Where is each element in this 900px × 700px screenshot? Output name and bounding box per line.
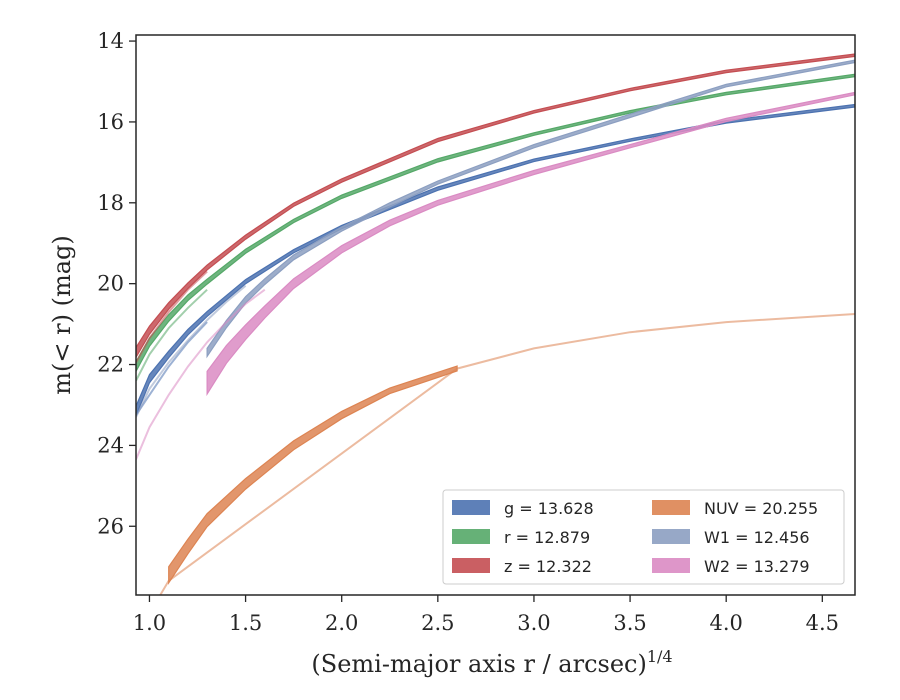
y-tick-label: 18 <box>97 191 124 215</box>
series-w1-band <box>206 59 855 359</box>
legend-swatch-nuv <box>652 500 690 515</box>
legend-swatch-g <box>452 500 490 515</box>
series-nuv <box>159 313 855 595</box>
series-r <box>136 73 855 382</box>
legend-swatch-r <box>452 529 490 544</box>
x-axis-title: (Semi-major axis r / arcsec)1/4 <box>311 647 672 678</box>
x-tick-label: 3.0 <box>517 611 550 635</box>
x-axis-title-main: (Semi-major axis r / arcsec) <box>311 650 646 678</box>
series-nuv-band <box>168 365 458 585</box>
legend-label-w2: W2 = 13.279 <box>704 557 810 576</box>
x-tick-label: 3.5 <box>613 611 646 635</box>
series-w2-band <box>206 91 855 397</box>
legend-label-nuv: NUV = 20.255 <box>704 499 818 518</box>
plot-frame <box>135 34 856 596</box>
series-r-faint-line <box>136 288 208 382</box>
x-tick-label: 1.0 <box>133 611 166 635</box>
x-tick-label: 1.5 <box>229 611 262 635</box>
y-tick-label: 26 <box>97 514 124 538</box>
legend-swatch-z <box>452 558 490 573</box>
series-g-faint-line <box>136 321 208 416</box>
legend-label-r: r = 12.879 <box>504 528 590 547</box>
series-z-band <box>136 53 855 359</box>
legend-label-z: z = 12.322 <box>504 557 592 576</box>
y-tick-label: 20 <box>97 272 124 296</box>
y-tick-label: 22 <box>97 353 124 377</box>
legend-label-g: g = 13.628 <box>504 499 594 518</box>
series-g-band <box>136 103 855 417</box>
legend-label-w1: W1 = 12.456 <box>704 528 810 547</box>
series-z-faint-line <box>136 270 208 363</box>
series-w1 <box>136 59 855 418</box>
series-w2 <box>136 91 855 460</box>
y-axis-ticks: 14 16 18 20 22 24 26 <box>97 29 136 538</box>
x-tick-label: 2.5 <box>421 611 454 635</box>
series-g <box>136 103 855 417</box>
y-tick-label: 16 <box>97 110 124 134</box>
y-axis-title: m(< r) (mag) <box>48 235 76 394</box>
y-tick-label: 24 <box>97 433 124 457</box>
legend-frame <box>442 489 845 585</box>
legend-swatch-w2 <box>652 558 690 573</box>
legend: g = 13.628 r = 12.879 z = 12.322 NUV = 20.2… <box>442 489 845 585</box>
x-axis-title-exponent: 1/4 <box>647 647 673 666</box>
legend-swatch-w1 <box>652 529 690 544</box>
x-tick-label: 4.5 <box>806 611 839 635</box>
series-layer <box>136 53 855 595</box>
x-tick-label: 2.0 <box>325 611 358 635</box>
y-tick-label: 14 <box>97 29 124 53</box>
series-w1-faint-line <box>136 284 247 418</box>
series-w2-faint-line <box>136 288 266 460</box>
x-tick-label: 4.0 <box>709 611 742 635</box>
series-z <box>136 53 855 363</box>
series-r-band <box>136 73 855 372</box>
x-axis-ticks: 1.0 1.5 2.0 2.5 3.0 3.5 4.0 4.5 <box>133 595 839 635</box>
